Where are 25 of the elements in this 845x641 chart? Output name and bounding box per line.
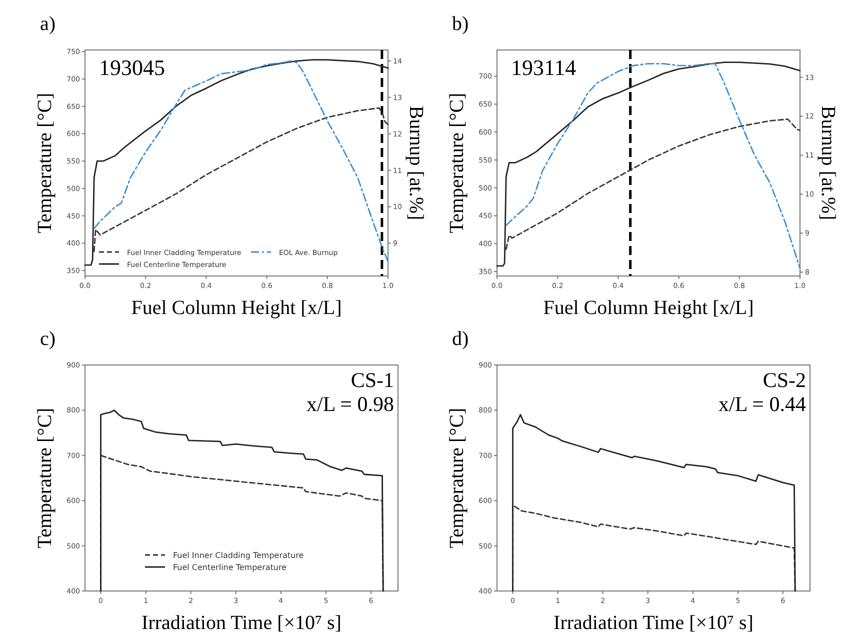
y-axis-title: Temperature [°C] [446, 408, 468, 548]
chart-title: d) [452, 328, 469, 350]
y-axis-title: Temperature [°C] [34, 92, 56, 234]
annotation: x/L = 0.44 [718, 392, 806, 416]
chart-title: b) [452, 13, 469, 35]
line-series [505, 118, 801, 250]
x-axis-title: Irradiation Time [×10⁷ s] [142, 612, 342, 634]
x-axis-title: Fuel Column Height [x/L] [131, 297, 342, 319]
legend-label: Fuel Centerline Temperature [173, 563, 287, 572]
annotation: CS-2 [762, 368, 806, 392]
y2-axis-title: Burnup [at.%] [817, 106, 839, 220]
annotation: x/L = 0.98 [306, 392, 394, 416]
line-series [512, 414, 796, 592]
annotation: 193114 [511, 55, 576, 80]
legend-label: Fuel Inner Cladding Temperature [173, 551, 304, 560]
chart-title: a) [40, 13, 56, 35]
annotation: CS-1 [350, 368, 394, 392]
y-axis-title: Temperature [°C] [34, 408, 56, 548]
y-axis-title: Temperature [°C] [446, 92, 468, 234]
line-series [100, 410, 384, 592]
chart-title: c) [40, 328, 56, 350]
annotation: 193045 [99, 55, 165, 80]
x-axis-title: Irradiation Time [×10⁷ s] [554, 612, 754, 634]
y2-axis-title: Burnup [at.%] [405, 106, 427, 220]
x-axis-title: Fuel Column Height [x/L] [543, 297, 754, 319]
